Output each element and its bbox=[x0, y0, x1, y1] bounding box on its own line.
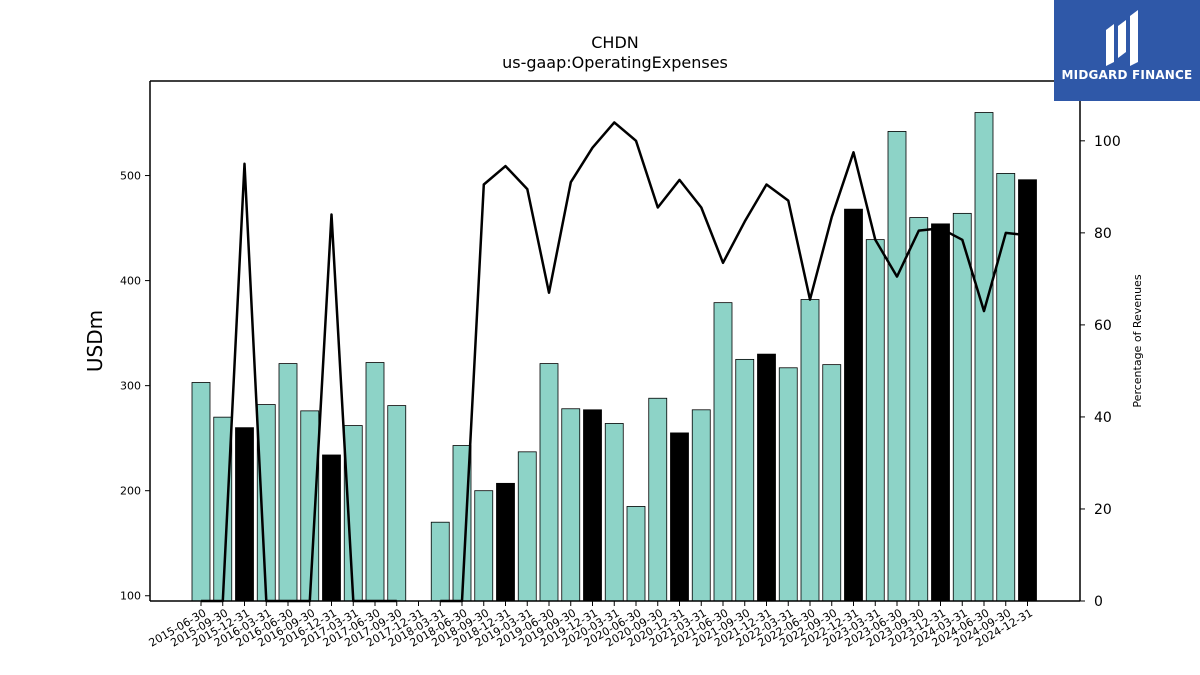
bar-2017-03-31 bbox=[343, 425, 363, 602]
bar-series bbox=[191, 112, 1037, 602]
y-tick-labels: 100 200 300 400 500 bbox=[120, 170, 150, 603]
bar-2017-09-30 bbox=[387, 405, 407, 602]
y2-tick-label: 80 bbox=[1094, 226, 1112, 242]
y2-axis-label: Percentage of Revenues bbox=[1131, 274, 1144, 407]
bar-2020-12-31 bbox=[670, 432, 689, 602]
midgard-logo-icon bbox=[1106, 10, 1138, 66]
brand-logo: MIDGARD FINANCE bbox=[1054, 0, 1200, 101]
bar-2015-06-30 bbox=[191, 382, 211, 602]
bar-2016-12-31 bbox=[322, 454, 341, 602]
bar-2024-03-31 bbox=[952, 212, 972, 602]
y-tick-label: 300 bbox=[120, 380, 141, 393]
y2-tick-labels: 0 20 40 60 80 100 bbox=[1080, 134, 1121, 610]
bar-2016-06-30 bbox=[278, 363, 298, 602]
bar-2023-12-31 bbox=[931, 223, 950, 602]
y2-tick-label: 0 bbox=[1094, 594, 1103, 610]
y-tick-label: 200 bbox=[120, 485, 141, 498]
bar-2017-06-30 bbox=[365, 362, 385, 602]
bar-2019-03-31 bbox=[517, 451, 537, 602]
bar-2023-03-31 bbox=[865, 239, 885, 602]
bar-2015-09-30 bbox=[213, 416, 233, 602]
bar-2023-06-30 bbox=[887, 131, 907, 602]
brand-name: MIDGARD FINANCE bbox=[1061, 68, 1193, 82]
bar-2022-12-31 bbox=[844, 208, 863, 602]
y-tick-label: 400 bbox=[120, 275, 141, 288]
bar-2024-06-30 bbox=[974, 112, 994, 602]
bar-2021-09-30 bbox=[735, 358, 755, 602]
bar-2018-09-30 bbox=[474, 490, 494, 602]
bar-2022-09-30 bbox=[822, 364, 842, 602]
y-tick-label: 500 bbox=[120, 170, 141, 183]
chart-title: CHDN bbox=[591, 33, 639, 52]
chart-subtitle: us-gaap:OperatingExpenses bbox=[502, 53, 728, 72]
bar-2020-09-30 bbox=[648, 397, 668, 602]
bar-2024-12-31 bbox=[1018, 179, 1037, 602]
bar-2019-09-30 bbox=[561, 408, 581, 602]
y-axis-label: USDm bbox=[83, 310, 107, 372]
bar-2018-03-31 bbox=[430, 521, 450, 602]
bar-2020-03-31 bbox=[604, 423, 624, 602]
bar-2019-06-30 bbox=[539, 363, 559, 602]
bar-2015-12-31 bbox=[235, 427, 254, 602]
bar-2021-06-30 bbox=[713, 302, 733, 602]
x-tick-labels: 2015-06-302015-09-302015-12-312016-03-31… bbox=[147, 601, 1035, 650]
bar-2016-03-31 bbox=[256, 404, 276, 602]
y2-tick-label: 40 bbox=[1094, 410, 1112, 426]
bar-2021-03-31 bbox=[691, 409, 711, 602]
bar-2018-12-31 bbox=[496, 482, 515, 602]
bar-2021-12-31 bbox=[757, 353, 776, 602]
bar-2023-09-30 bbox=[909, 217, 929, 602]
bar-2022-06-30 bbox=[800, 299, 820, 602]
y2-tick-label: 60 bbox=[1094, 318, 1112, 334]
y-tick-label: 100 bbox=[120, 590, 141, 603]
bar-2019-12-31 bbox=[583, 409, 602, 602]
bar-2020-06-30 bbox=[626, 506, 646, 602]
y2-tick-label: 20 bbox=[1094, 502, 1112, 518]
bar-2022-03-31 bbox=[778, 367, 798, 602]
axes bbox=[149, 80, 1081, 602]
y2-tick-label: 100 bbox=[1094, 134, 1121, 150]
